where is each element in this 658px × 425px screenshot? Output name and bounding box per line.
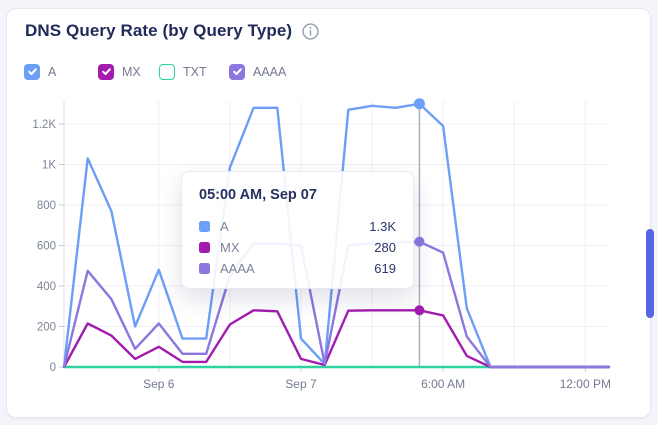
checkbox-mx-checked[interactable] [98, 63, 114, 80]
chart-tooltip: 05:00 AM, Sep 07 A 1.3K MX 280 AAAA 619 [181, 171, 414, 289]
tooltip-value-mx: 280 [374, 240, 396, 255]
tooltip-title: 05:00 AM, Sep 07 [199, 187, 317, 203]
legend-item-a[interactable]: A [24, 63, 56, 80]
dns-query-rate-chart[interactable]: 0 200 400 600 800 1K 1.2K Sep 6 Sep 7 6:00 AM 12:0… [7, 9, 652, 419]
tooltip-label-mx: MX [220, 240, 240, 255]
x-tick-label: Sep 6 [143, 377, 175, 391]
legend-item-aaaa[interactable]: AAAA [229, 63, 286, 80]
x-tick-label: Sep 7 [285, 377, 317, 391]
series-mx-swatch [199, 242, 210, 253]
series-aaaa-swatch [199, 263, 210, 274]
legend: A MX TXT AAAA [7, 63, 650, 81]
y-tick-label: 400 [37, 281, 56, 293]
legend-item-mx[interactable]: MX [98, 63, 141, 80]
highlight-dot-a [413, 98, 425, 110]
y-tick-label: 600 [37, 241, 56, 253]
info-icon[interactable] [302, 22, 319, 40]
x-tick-label: 6:00 AM [421, 377, 465, 391]
y-tick-label: 200 [37, 322, 56, 334]
checkbox-txt-unchecked[interactable] [159, 63, 175, 80]
y-tick-label: 800 [37, 200, 56, 212]
tooltip-label-a: A [220, 219, 229, 234]
tooltip-value-a: 1.3K [369, 219, 396, 234]
tooltip-row-mx: MX 280 [199, 237, 396, 258]
tooltip-row-aaaa: AAAA 619 [199, 258, 396, 279]
x-tick-label: 12:00 PM [560, 377, 611, 391]
legend-label-txt: TXT [183, 64, 207, 79]
card-header: DNS Query Rate (by Query Type) [25, 21, 319, 41]
legend-label-mx: MX [122, 64, 141, 79]
dns-query-rate-card: DNS Query Rate (by Query Type) A [6, 8, 651, 418]
series-a-swatch [199, 221, 210, 232]
series-line-aaaa [62, 240, 611, 369]
highlight-dot-mx [414, 305, 425, 316]
y-tick-label: 0 [50, 362, 56, 374]
y-tick-label: 1.2K [32, 119, 56, 131]
y-tick-label: 1K [42, 160, 56, 172]
highlight-dot-aaaa [414, 236, 425, 247]
checkbox-a-checked[interactable] [24, 63, 40, 80]
legend-label-a: A [48, 64, 57, 79]
scrollbar-thumb[interactable] [646, 229, 654, 318]
legend-label-aaaa: AAAA [253, 64, 287, 79]
tooltip-value-aaaa: 619 [374, 261, 396, 276]
tooltip-label-aaaa: AAAA [220, 261, 255, 276]
page-title: DNS Query Rate (by Query Type) [25, 21, 293, 40]
legend-item-txt[interactable]: TXT [159, 63, 207, 80]
checkbox-aaaa-checked[interactable] [229, 63, 245, 80]
tooltip-row-a: A 1.3K [199, 216, 396, 237]
